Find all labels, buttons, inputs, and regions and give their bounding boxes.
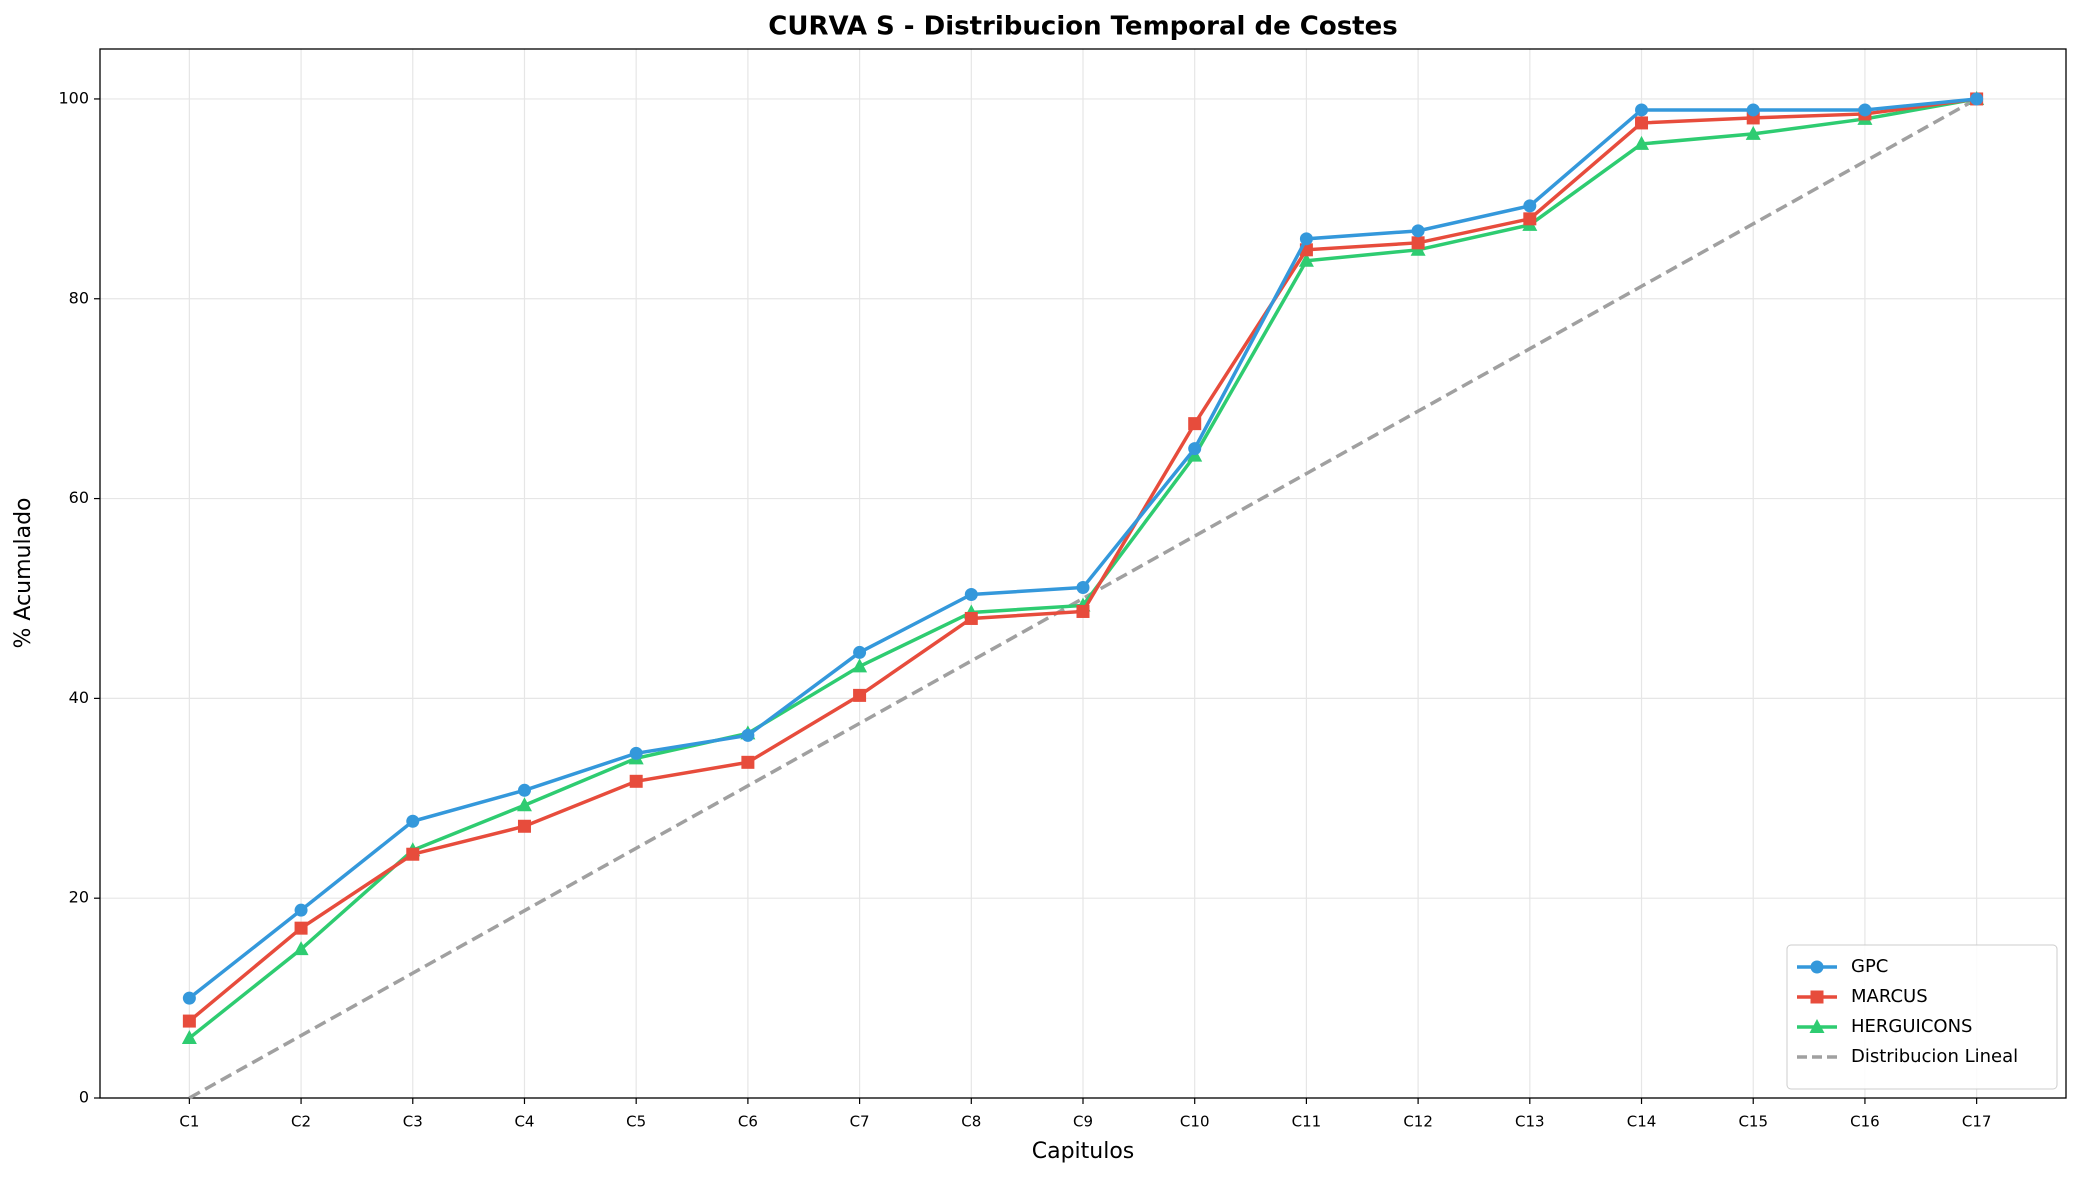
legend-marker <box>1810 990 1824 1004</box>
point <box>1188 442 1202 456</box>
x-tick-label: C1 <box>179 1113 199 1131</box>
x-tick-label: C2 <box>291 1113 311 1131</box>
y-tick-label: 60 <box>69 488 89 507</box>
point <box>182 1014 196 1028</box>
legend-label: GPC <box>1851 956 1888 977</box>
legend-box <box>1786 944 2058 1090</box>
point <box>181 1030 197 1045</box>
y-tick-label: 0 <box>79 1088 89 1107</box>
y-tick-label: 40 <box>69 688 89 707</box>
x-tick-label: C12 <box>1403 1113 1433 1131</box>
point <box>853 645 867 659</box>
x-tick-label: C10 <box>1180 1113 1210 1131</box>
legend: GPC MARCUS HERGUICONS Distribucion Lineal <box>1786 944 2058 1090</box>
x-tick-label: C11 <box>1292 1113 1322 1131</box>
point <box>1076 604 1090 618</box>
legend-marker <box>1810 960 1824 974</box>
point <box>1746 103 1760 117</box>
point <box>741 728 755 742</box>
point <box>1523 212 1537 226</box>
y-tick-label: 20 <box>69 888 89 907</box>
y-tick-label: 80 <box>69 288 89 307</box>
legend-label: HERGUICONS <box>1851 1016 1972 1037</box>
point <box>1076 580 1090 594</box>
point <box>294 921 308 935</box>
y-axis-label: % Acumulado <box>11 498 36 649</box>
point <box>1634 135 1650 150</box>
point <box>517 783 531 797</box>
point <box>406 847 420 861</box>
x-tick-label: C3 <box>403 1113 423 1131</box>
x-tick-label: C15 <box>1738 1113 1768 1131</box>
point <box>1635 103 1649 117</box>
y-tick-label: 100 <box>58 88 89 107</box>
point <box>853 688 867 702</box>
point <box>1299 232 1313 246</box>
x-tick-label: C16 <box>1850 1113 1880 1131</box>
x-tick-label: C8 <box>961 1113 981 1131</box>
point <box>182 991 196 1005</box>
x-tick-label: C9 <box>1073 1113 1093 1131</box>
point <box>1523 199 1537 213</box>
legend-label: Distribucion Lineal <box>1851 1046 2018 1067</box>
plot-frame <box>99 48 2067 1099</box>
point <box>1411 236 1425 250</box>
x-tick-label: C14 <box>1627 1113 1657 1131</box>
point <box>1411 224 1425 238</box>
point <box>406 814 420 828</box>
point <box>1298 252 1314 267</box>
point <box>629 746 643 760</box>
x-tick-label: C17 <box>1962 1113 1992 1131</box>
point <box>294 903 308 917</box>
point <box>964 611 978 625</box>
x-tick-label: C13 <box>1515 1113 1545 1131</box>
x-tick-label: C7 <box>850 1113 870 1131</box>
point <box>1635 116 1649 130</box>
x-tick-label: C6 <box>738 1113 758 1131</box>
point <box>741 755 755 769</box>
point <box>1970 92 1984 106</box>
x-tick-label: C4 <box>514 1113 534 1131</box>
legend-marker <box>1809 1019 1825 1033</box>
point <box>1858 103 1872 117</box>
point <box>964 587 978 601</box>
point <box>516 797 532 812</box>
point <box>517 819 531 833</box>
point <box>629 774 643 788</box>
x-axis-label: Capitulos <box>1032 1139 1135 1164</box>
legend-label: MARCUS <box>1851 986 1928 1007</box>
point <box>1188 417 1202 431</box>
chart-title: CURVA S - Distribucion Temporal de Coste… <box>768 12 1397 42</box>
point <box>1745 125 1761 140</box>
x-tick-label: C5 <box>626 1113 646 1131</box>
point <box>852 658 868 673</box>
point <box>293 941 309 956</box>
